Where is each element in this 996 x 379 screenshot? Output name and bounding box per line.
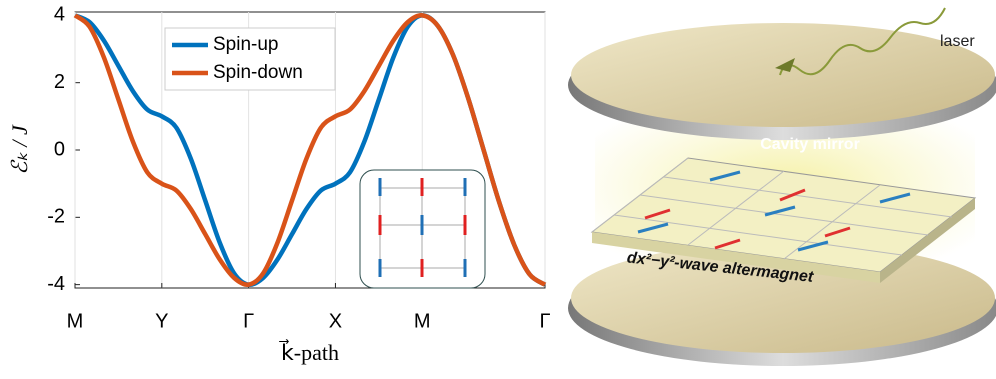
slab-side [880,198,975,283]
x-tick-label: Y [155,310,168,332]
laser-beam [779,7,946,76]
slab-grid [591,157,953,260]
y-tick-label: -4 [47,273,65,295]
mirror-label: Cavity mirror [760,136,860,153]
slab-front [592,232,880,283]
laser-label: laser [940,33,975,50]
laser-arrowhead [775,58,795,72]
line-series [73,13,547,287]
y-axis-label: ℰₖ / J [7,124,32,175]
y-tick-label: -2 [47,206,65,228]
inset-spins [378,178,467,277]
spin-arrows [637,170,911,252]
y-tick-label: 0 [54,138,65,160]
x-tick-label: Γ [243,310,254,332]
legend-box [164,27,336,91]
x-tick-label: M [67,310,84,332]
y-tick-label: 2 [54,71,65,93]
illustration: laser Cavity mirror dx²−y²-wave altermag… [568,7,996,366]
x-axis-label: k⃗-path [279,339,339,365]
chart: -4 -2 0 2 4 M Y Γ X M Γ Spin-up Spin-down [47,4,550,333]
x-tick-label: Γ [539,310,550,332]
x-tick-label: M [414,310,431,332]
legend-label: Spin-down [213,62,303,83]
inset-lattice [359,169,486,289]
legend-label: Spin-up [213,34,279,55]
top-mirror [571,23,995,127]
y-tick-label: 4 [54,4,65,26]
x-tick-label: X [329,310,342,332]
